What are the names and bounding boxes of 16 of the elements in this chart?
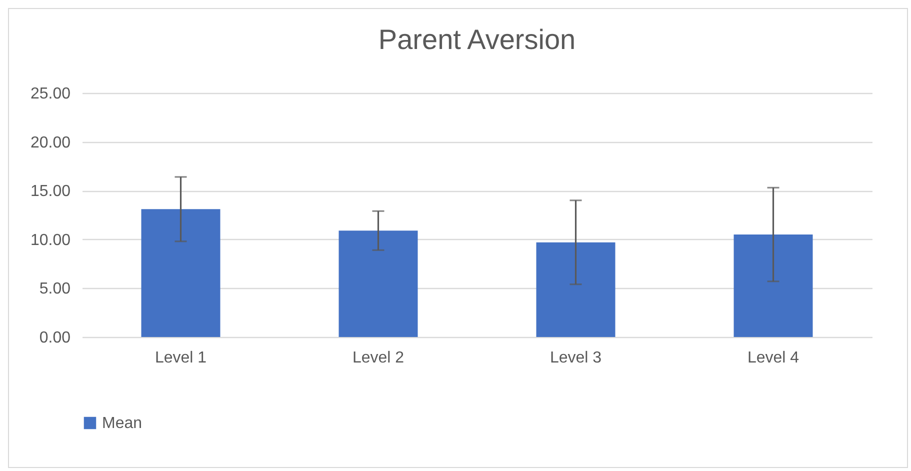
y-tick-label: 5.00 [39, 280, 71, 298]
x-tick-label: Level 1 [154, 350, 207, 366]
bar [141, 209, 220, 337]
bar [734, 234, 813, 337]
x-tick-label: Level 3 [550, 350, 602, 366]
y-tick-label: 10.00 [30, 232, 71, 249]
bar [338, 230, 418, 337]
y-tick-label: 15.00 [30, 183, 71, 200]
bar [536, 242, 616, 337]
legend-label: Mean [102, 415, 142, 432]
x-tick-label: Level 4 [747, 350, 800, 366]
y-tick-label: 0.00 [39, 330, 71, 346]
y-tick-label: 25.00 [30, 86, 71, 102]
y-tick-label: 20.00 [30, 134, 71, 152]
x-tick-label: Level 2 [352, 350, 404, 366]
chart-title: Parent Aversion [378, 24, 576, 55]
